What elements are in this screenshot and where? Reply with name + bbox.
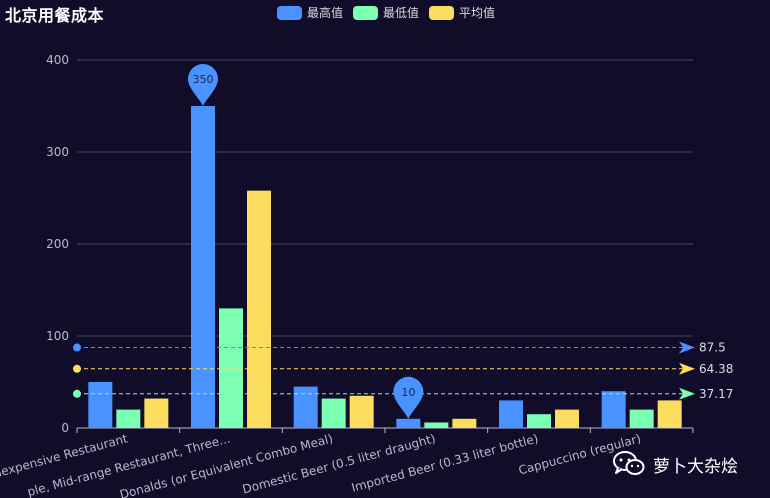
watermark: 萝卜大杂烩 [613,451,738,477]
x-tick-label: Imported Beer (0.33 liter bottle) [350,431,540,494]
legend-label-max: 最高值 [307,6,344,20]
bar [424,422,449,428]
mark-line-label: 87.5 [699,341,726,355]
y-tick-label: 100 [46,329,69,343]
legend-item-max[interactable]: 最高值 [277,4,343,21]
bar [247,190,271,428]
bar [321,398,346,428]
chart-title: 北京用餐成本 [5,6,105,25]
x-tick-label: Domestic Beer (0.5 liter draught) [241,431,437,496]
chart-legend: 最高值 最低值 平均值 [277,4,495,21]
mark-line-label: 37.17 [699,387,733,401]
wechat-icon [613,451,645,475]
mark-line-arrow [679,362,695,375]
legend-label-avg: 平均值 [459,6,496,20]
bar [601,391,626,428]
bar [396,418,421,428]
legend-swatch-avg [429,5,455,20]
bar [629,409,654,428]
bar [116,409,141,428]
mark-point-label: 350 [193,73,214,86]
bar [88,382,113,428]
legend-swatch-min [353,5,379,20]
bar [527,414,551,428]
mark-line-arrow [679,341,695,354]
bar [657,400,682,428]
legend-item-avg[interactable]: 平均值 [429,4,495,21]
y-tick-label: 400 [46,53,69,67]
bar [191,106,215,428]
y-tick-label: 200 [46,237,69,251]
bar [349,395,374,428]
mark-point-label: 10 [401,386,415,399]
mark-line-arrow [679,387,695,400]
bar [452,418,477,428]
legend-item-min[interactable]: 最低值 [353,4,419,21]
bar [499,400,523,428]
bar [555,409,579,428]
bar [144,398,169,428]
mark-line-label: 64.38 [699,362,733,376]
bar [293,386,318,428]
watermark-text: 萝卜大杂烩 [653,456,738,477]
bar [219,308,243,428]
y-tick-label: 300 [46,145,69,159]
mark-point-pin [188,64,218,106]
legend-swatch-max [277,5,302,20]
mark-point-pin [393,376,424,419]
y-tick-label: 0 [61,421,69,435]
legend-label-min: 最低值 [383,6,420,20]
